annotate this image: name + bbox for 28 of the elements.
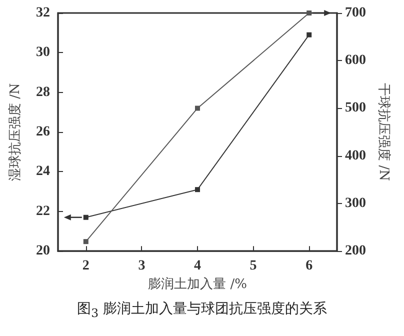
y2-tick-label: 700 — [345, 6, 366, 20]
x-tick-label: 6 — [306, 258, 313, 274]
point — [306, 32, 312, 38]
y-tick-label: 30 — [36, 45, 50, 60]
text: 图$_{3}$ 膨润土加入量与球团抗压强度的关系 — [76, 300, 328, 320]
y-tick-label: 28 — [36, 84, 50, 100]
y2-tick-label: 400 — [345, 148, 366, 164]
point — [306, 10, 312, 16]
x-tick-label: 4 — [194, 258, 201, 274]
x-tick-label: 5 — [250, 258, 257, 274]
y-tick-label: 20 — [36, 244, 50, 259]
y-tick-label: 24 — [36, 164, 50, 180]
point — [195, 187, 200, 192]
y2-axis-title: 干球抗压强度 /N — [376, 83, 392, 181]
point — [83, 214, 88, 220]
y-tick-label: 32 — [36, 6, 50, 20]
y2-tick-label: 200 — [345, 244, 366, 259]
point — [83, 239, 88, 244]
x-axis-title: 膨润土加入量 /% — [148, 277, 247, 292]
y-tick-label: 26 — [36, 124, 50, 140]
y2-tick-label: 300 — [345, 196, 366, 211]
y2-tick-label: 600 — [345, 53, 366, 68]
point — [195, 106, 200, 111]
y-tick-label: 22 — [36, 204, 50, 219]
x-tick-label: 2 — [82, 258, 90, 274]
y2-tick-label: 500 — [345, 100, 366, 116]
x-tick-label: 3 — [138, 258, 146, 274]
y-axis-title: 湿球抗压强度 /N — [7, 83, 23, 181]
